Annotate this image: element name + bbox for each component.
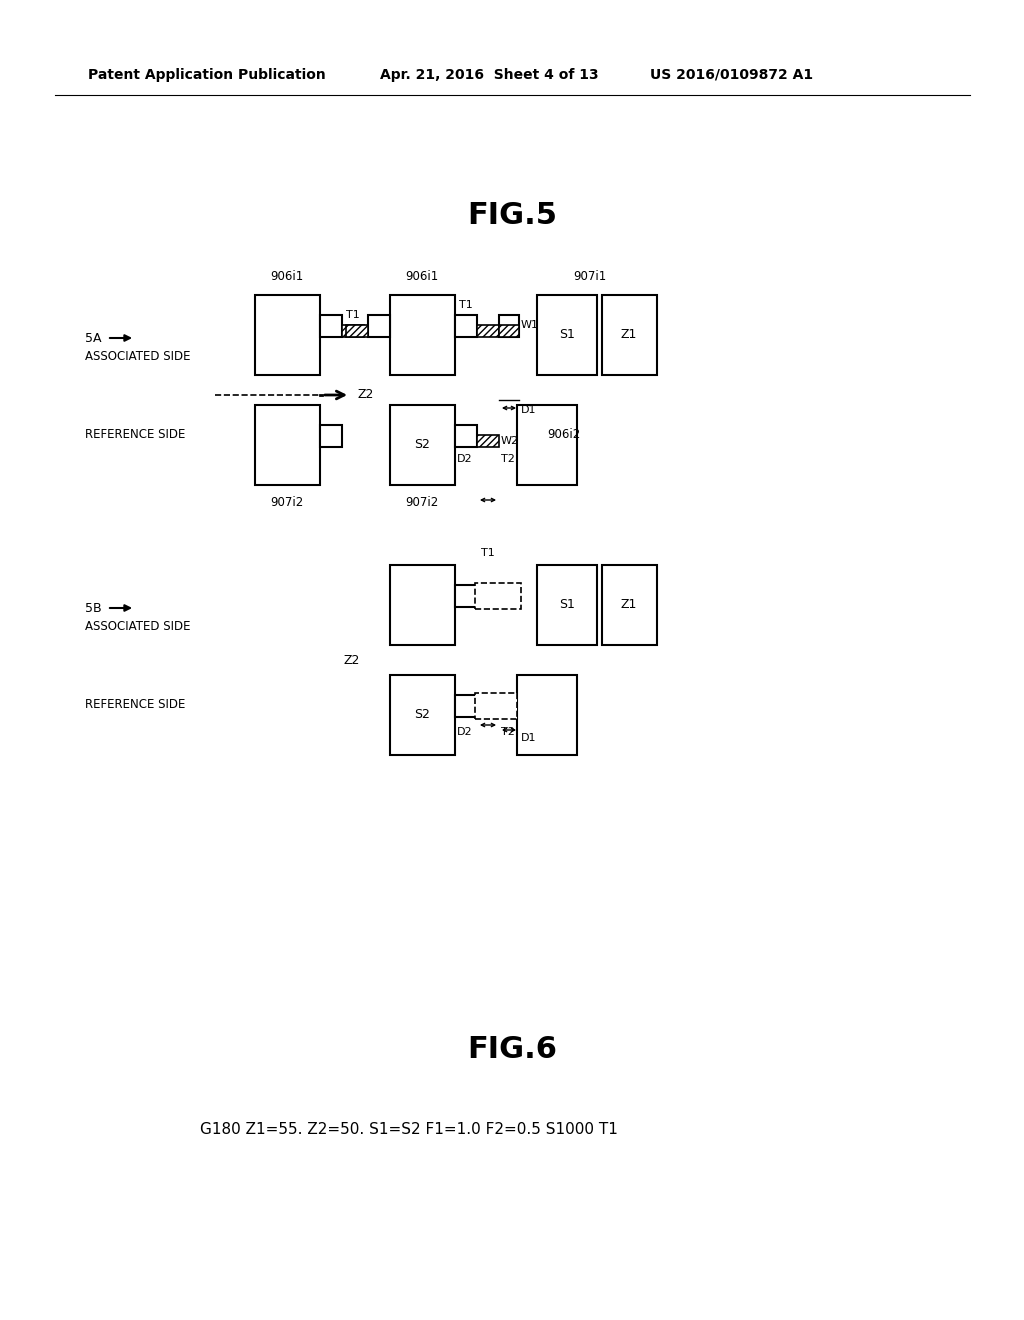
- Text: T2: T2: [501, 454, 515, 465]
- Text: FIG.5: FIG.5: [467, 201, 557, 230]
- Text: 5B: 5B: [85, 602, 101, 615]
- Bar: [477, 705, 499, 717]
- Text: T1: T1: [346, 310, 359, 319]
- Text: S1: S1: [559, 329, 574, 342]
- Text: S2: S2: [414, 438, 430, 451]
- Text: D2: D2: [457, 727, 472, 737]
- Bar: [390, 405, 455, 484]
- Text: S1: S1: [559, 598, 574, 611]
- Text: Z1: Z1: [621, 598, 637, 611]
- Text: 907i2: 907i2: [270, 496, 304, 510]
- Bar: [346, 325, 368, 337]
- Bar: [499, 315, 519, 337]
- Text: G180 Z1=55. Z2=50. S1=S2 F1=1.0 F2=0.5 S1000 T1: G180 Z1=55. Z2=50. S1=S2 F1=1.0 F2=0.5 S…: [200, 1122, 617, 1138]
- Bar: [602, 565, 657, 645]
- Bar: [319, 425, 342, 447]
- Bar: [537, 294, 597, 375]
- Bar: [255, 294, 319, 375]
- Bar: [602, 294, 657, 375]
- Bar: [477, 325, 499, 337]
- Text: W2: W2: [501, 436, 519, 446]
- Text: REFERENCE SIDE: REFERENCE SIDE: [85, 429, 185, 441]
- Text: T2: T2: [501, 727, 515, 737]
- Bar: [537, 565, 597, 645]
- Text: D1: D1: [521, 405, 537, 414]
- Bar: [477, 595, 499, 607]
- Bar: [499, 585, 519, 607]
- Bar: [455, 585, 477, 607]
- Text: 906i1: 906i1: [406, 271, 438, 284]
- Text: Z2: Z2: [357, 388, 374, 401]
- Bar: [455, 425, 477, 447]
- Bar: [390, 675, 455, 755]
- Text: REFERENCE SIDE: REFERENCE SIDE: [85, 698, 185, 711]
- Text: D1: D1: [521, 733, 537, 743]
- Text: 5A: 5A: [85, 331, 101, 345]
- Bar: [342, 325, 364, 337]
- Bar: [455, 696, 477, 717]
- Bar: [255, 405, 319, 484]
- Text: ASSOCIATED SIDE: ASSOCIATED SIDE: [85, 351, 190, 363]
- Text: 907i1: 907i1: [573, 271, 606, 284]
- Text: W2: W2: [479, 706, 497, 715]
- Bar: [499, 595, 519, 607]
- Text: T1: T1: [459, 300, 473, 310]
- Bar: [455, 315, 477, 337]
- Bar: [390, 565, 455, 645]
- Text: D2: D2: [457, 454, 472, 465]
- Text: 906i1: 906i1: [270, 271, 304, 284]
- Text: W1: W1: [501, 597, 519, 606]
- Text: 907i2: 907i2: [406, 496, 438, 510]
- Text: Z2: Z2: [344, 653, 360, 667]
- Text: ASSOCIATED SIDE: ASSOCIATED SIDE: [85, 620, 190, 634]
- Bar: [319, 315, 342, 337]
- Bar: [368, 315, 390, 337]
- Bar: [499, 325, 519, 337]
- Bar: [475, 583, 521, 609]
- Text: 906i2: 906i2: [547, 429, 581, 441]
- Text: Apr. 21, 2016  Sheet 4 of 13: Apr. 21, 2016 Sheet 4 of 13: [380, 69, 599, 82]
- Text: W1: W1: [521, 319, 539, 330]
- Bar: [517, 675, 577, 755]
- Text: T1: T1: [481, 548, 495, 558]
- Bar: [477, 436, 499, 447]
- Bar: [475, 693, 517, 719]
- Text: S2: S2: [414, 709, 430, 722]
- Bar: [390, 294, 455, 375]
- Text: US 2016/0109872 A1: US 2016/0109872 A1: [650, 69, 813, 82]
- Bar: [517, 405, 577, 484]
- Text: Patent Application Publication: Patent Application Publication: [88, 69, 326, 82]
- Text: Z1: Z1: [621, 329, 637, 342]
- Text: FIG.6: FIG.6: [467, 1035, 557, 1064]
